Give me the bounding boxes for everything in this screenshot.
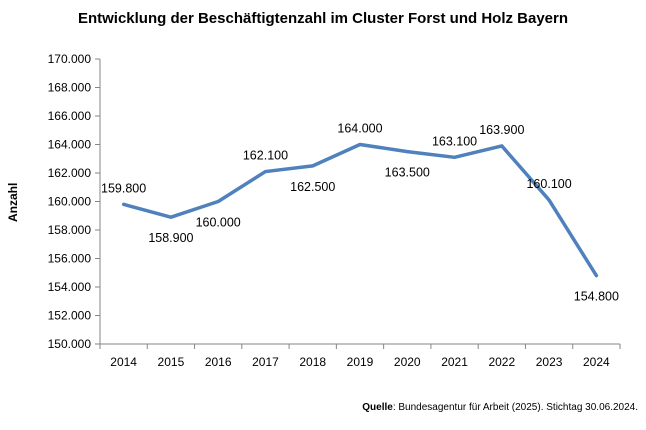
data-label: 159.800 [101, 181, 146, 195]
x-tick-label: 2016 [205, 355, 232, 369]
data-label: 163.500 [385, 166, 430, 180]
x-tick-label: 2015 [158, 355, 185, 369]
data-point [594, 274, 598, 278]
data-label: 163.100 [432, 134, 477, 148]
x-tick-label: 2017 [252, 355, 279, 369]
data-label: 164.000 [337, 122, 382, 136]
chart-title: Entwicklung der Beschäftigtenzahl im Clu… [77, 10, 569, 27]
y-tick-label: 154.000 [48, 280, 92, 294]
data-point [500, 144, 504, 148]
y-tick-label: 150.000 [48, 337, 92, 351]
x-tick-label: 2014 [110, 355, 137, 369]
data-point [169, 215, 173, 219]
y-tick-label: 160.000 [48, 195, 92, 209]
x-tick-label: 2019 [347, 355, 374, 369]
data-label: 160.100 [526, 177, 571, 191]
x-tick-label: 2023 [536, 355, 563, 369]
source-label: Quelle [362, 402, 393, 413]
x-tick-label: 2021 [441, 355, 468, 369]
data-point [405, 150, 409, 154]
y-tick-label: 168.000 [48, 81, 92, 95]
data-label: 162.500 [290, 180, 335, 194]
data-label: 163.900 [479, 123, 524, 137]
data-label: 162.100 [243, 149, 288, 163]
data-label: 154.800 [574, 290, 619, 304]
x-tick-label: 2020 [394, 355, 421, 369]
data-point [453, 155, 457, 159]
y-tick-label: 170.000 [48, 52, 92, 66]
y-tick-label: 152.000 [48, 309, 92, 323]
y-tick-label: 156.000 [48, 252, 92, 266]
y-tick-label: 166.000 [48, 109, 92, 123]
data-point [263, 170, 267, 174]
data-point [311, 164, 315, 168]
x-tick-label: 2024 [583, 355, 610, 369]
source-note: Quelle: Bundesagentur für Arbeit (2025).… [362, 402, 638, 413]
y-tick-label: 164.000 [48, 138, 92, 152]
y-tick-label: 162.000 [48, 166, 92, 180]
data-point [216, 200, 220, 203]
x-tick-label: 2018 [299, 355, 326, 369]
source-text: : Bundesagentur für Arbeit (2025). Stich… [392, 402, 638, 413]
data-point [122, 202, 126, 206]
y-tick-label: 158.000 [48, 223, 92, 237]
data-point [358, 143, 362, 146]
series-line [121, 142, 599, 278]
x-tick-label: 2022 [488, 355, 515, 369]
data-label: 158.900 [148, 231, 193, 245]
data-point [547, 198, 551, 202]
data-label: 160.000 [196, 216, 241, 230]
